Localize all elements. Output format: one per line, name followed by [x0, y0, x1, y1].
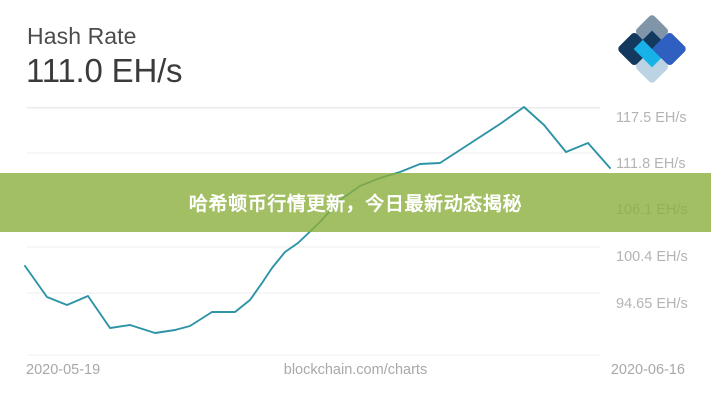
y-tick-label-1: 111.8 EH/s	[616, 156, 686, 172]
x-axis-labels: 2020-05-19 blockchain.com/charts 2020-06…	[0, 362, 711, 384]
hash-rate-value: 111.0 EH/s	[26, 52, 183, 89]
y-tick-label-0: 117.5 EH/s	[616, 110, 687, 126]
promo-banner: 哈希顿币行情更新，今日最新动态揭秘	[0, 173, 711, 232]
blockchain-logo-svg	[618, 15, 686, 83]
hash-rate-line-series	[24, 106, 611, 334]
promo-banner-text: 哈希顿币行情更新，今日最新动态揭秘	[188, 194, 523, 215]
y-tick-label-4: 94.65 EH/s	[616, 296, 688, 312]
x-axis-start-date: 2020-05-19	[26, 362, 101, 378]
x-axis-end-date: 2020-06-16	[610, 362, 685, 378]
blockchain-logo-icon	[612, 9, 692, 89]
page-title: Hash Rate	[27, 23, 137, 49]
chart-source-link[interactable]: blockchain.com/charts	[283, 362, 428, 378]
y-tick-label-3: 100.4 EH/s	[616, 249, 688, 265]
